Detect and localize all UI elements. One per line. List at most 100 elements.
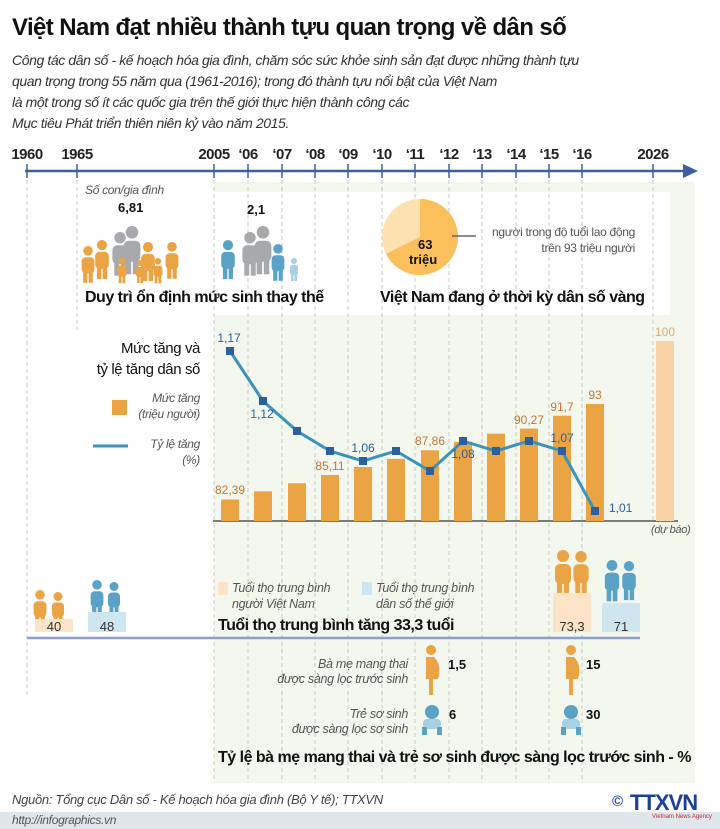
legend-text: Mức tăng (152, 391, 200, 405)
timeline-year: ‘13 (472, 146, 492, 163)
babies-label: Trẻ sơ sinh được sàng lọc sơ sinh (240, 707, 408, 737)
timeline-year: 1965 (61, 146, 93, 163)
forecast-bar (656, 341, 674, 521)
rate-point (359, 457, 367, 465)
legend-line-label: Tỷ lệ tăng (%) (100, 436, 200, 468)
person-icon (95, 240, 109, 280)
world-2016-box (602, 603, 640, 632)
chart-title-line: Mức tăng và (120, 340, 200, 357)
elderly-person-icon (622, 561, 636, 601)
label-text: được sàng lọc sơ sinh (291, 722, 408, 736)
world-2016-value: 71 (613, 619, 629, 634)
screening-icons (422, 645, 581, 735)
rate-point (558, 447, 566, 455)
subtitle-line: Công tác dân số - kế hoạch hóa gia đình,… (12, 52, 579, 68)
bar (421, 450, 439, 521)
screening-heading: Tỷ lệ bà mẹ mang thai và trẻ sơ sinh đượ… (218, 749, 691, 766)
elderly-icons (33, 550, 636, 627)
label-text: Bà mẹ mang thai (318, 657, 408, 671)
rate-label: 1,07 (550, 431, 574, 445)
legend-text: người Việt Nam (232, 597, 315, 611)
person-icon (271, 244, 285, 281)
person-icon (141, 242, 155, 282)
rate-label: 1,01 (609, 501, 633, 515)
legend-text: Tuổi thọ trung bình (232, 581, 331, 595)
timeline-year: ‘12 (439, 146, 459, 163)
person-icon (123, 226, 141, 275)
page-title: Việt Nam đạt nhiều thành tựu quan trọng … (12, 14, 567, 41)
pie-note-line: người trong độ tuổi lao động (492, 225, 635, 239)
timeline-year: 2026 (637, 146, 669, 163)
bar (553, 415, 571, 521)
legend-text: (%) (182, 453, 200, 467)
rate-point (525, 437, 533, 445)
bar (454, 441, 472, 521)
rate-point (392, 447, 400, 455)
timeline-year: ‘06 (238, 146, 258, 163)
babies-2016-value: 30 (586, 707, 601, 722)
person-icon (290, 258, 298, 281)
rate-point (492, 447, 500, 455)
elderly-person-icon (555, 550, 571, 596)
timeline-year: ‘11 (405, 146, 425, 163)
person-icon (117, 258, 127, 284)
legend-world: Tuổi thọ trung bình dân số thế giới (376, 580, 475, 612)
bar (254, 491, 272, 521)
mothers-label: Bà mẹ mang thai được sàng lọc trước sinh (240, 657, 408, 687)
site-link[interactable]: http://infographics.vn (12, 813, 117, 827)
person-icon (165, 242, 179, 279)
vn-2016-box (553, 593, 591, 632)
timeline-year: ‘10 (372, 146, 392, 163)
person-icon (136, 260, 144, 283)
elderly-person-icon (108, 582, 120, 617)
subtitle-line: quan trọng trong 55 năm qua (1961-2016);… (12, 73, 497, 89)
rate-polyline (228, 350, 597, 512)
bar (354, 467, 372, 521)
fertility-after-value: 2,1 (247, 202, 266, 217)
pie-value: 63 (418, 237, 433, 252)
footer-band (0, 812, 720, 829)
bar (586, 404, 604, 521)
legend-bar-swatch (112, 400, 127, 415)
bar-label: 93 (588, 388, 602, 402)
vn-2016-value: 73,3 (559, 619, 585, 634)
elderly-person-icon (573, 551, 589, 595)
legend-bar-label: Mức tăng (triệu người) (100, 390, 200, 422)
bars (221, 341, 674, 521)
legend-world-swatch (362, 582, 372, 595)
babies-2005-value: 6 (449, 707, 457, 722)
fertility-before-value: 6,81 (118, 200, 144, 215)
rate-label: 1,17 (217, 331, 241, 345)
rate-point (426, 467, 434, 475)
chart-title-line: tỷ lệ tăng dân số (96, 361, 201, 378)
timeline-year: ‘16 (572, 146, 592, 163)
person-icon (81, 246, 95, 283)
fertility-label: Số con/gia đình (85, 183, 164, 197)
rate-label: 1,06 (351, 441, 375, 455)
mothers-2005-value: 1,5 (448, 657, 467, 672)
large-family-icon (81, 226, 179, 284)
timeline-year: 2005 (198, 146, 230, 163)
world-1960-value: 48 (99, 619, 115, 634)
bar-label: 91,7 (550, 399, 574, 414)
mothers-2016-value: 15 (586, 657, 601, 672)
subtitle-line: Mục tiêu Phát triển thiên niên kỷ vào nă… (12, 115, 289, 131)
fertility-heading: Duy trì ổn định mức sinh thay thế (85, 289, 324, 306)
bar-label: 100 (654, 325, 676, 339)
bar-label: 90,27 (513, 412, 545, 427)
vn-1960-box (35, 619, 73, 632)
person-icon (254, 226, 272, 275)
pie-working-age-slice (385, 199, 458, 275)
timeline-year: 1960 (11, 146, 43, 163)
rate-point (259, 397, 267, 405)
pregnant-woman-icon (426, 645, 440, 695)
baby-icon (561, 705, 581, 735)
small-family-icon (221, 226, 298, 281)
timeline-year: ‘15 (539, 146, 559, 163)
elderly-person-icon (90, 580, 104, 617)
timeline-year: ‘09 (338, 146, 358, 163)
label-text: Trẻ sơ sinh (349, 707, 409, 721)
ttxvn-logo: TTXVN (630, 790, 698, 815)
timeline-year: ‘07 (272, 146, 292, 163)
bar-label: 87,86 (414, 434, 446, 449)
